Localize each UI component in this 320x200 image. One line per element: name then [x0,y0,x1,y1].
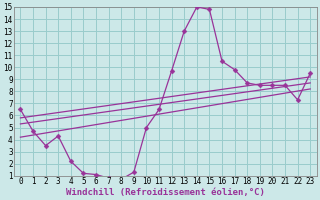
X-axis label: Windchill (Refroidissement éolien,°C): Windchill (Refroidissement éolien,°C) [66,188,265,197]
